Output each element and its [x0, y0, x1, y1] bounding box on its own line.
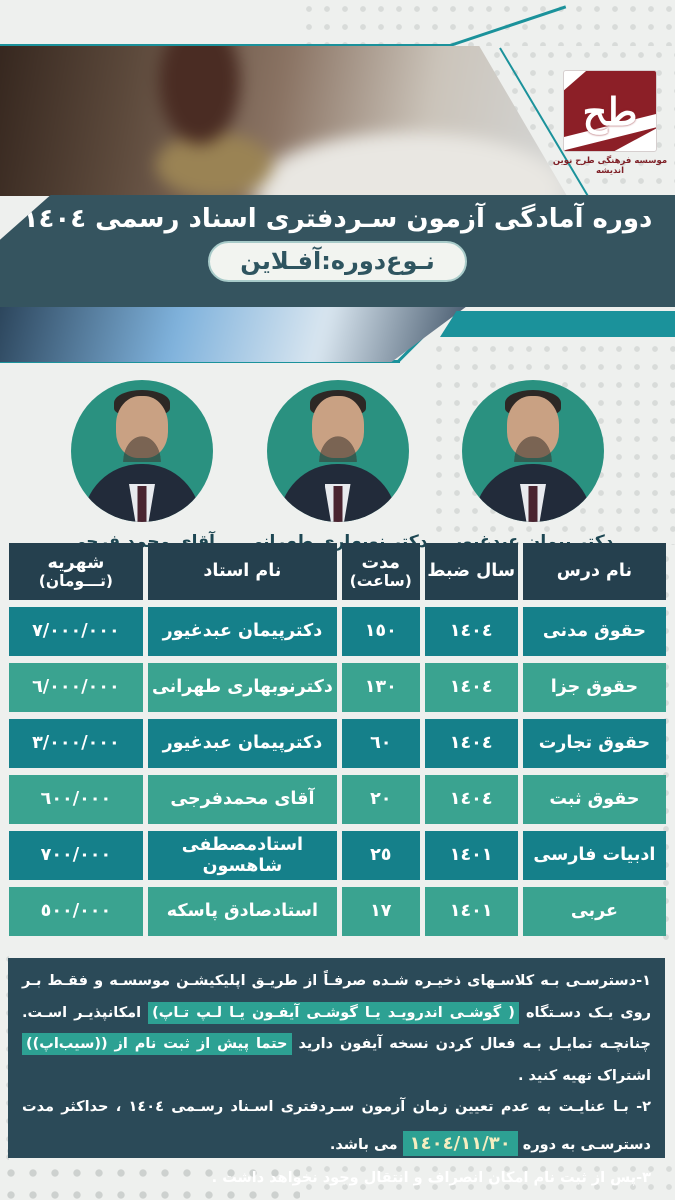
table-row: حقوق تجارت ١٤٠٤ ٦٠ دکترپیمان عبدغیور ٣/٠… — [9, 719, 666, 768]
cell-course-name: حقوق ثبت — [522, 775, 666, 824]
header-label: سال ضبط — [427, 561, 516, 582]
cell-record-year: ١٤٠٤ — [424, 607, 518, 656]
cell-tuition: ٦٠٠/٠٠٠ — [9, 775, 143, 824]
note-2-text: ٢- بـا عنایـت به عدم تعیین زمان آزمون سـ… — [22, 1099, 651, 1154]
table-row: ادبیات فارسی ١٤٠١ ٢٥ استادمصطفی شاهسون ٧… — [9, 831, 666, 880]
cell-record-year: ١٤٠٤ — [424, 775, 518, 824]
institute-logo: طح موسسه فرهنگی طرح نوین اندیشه — [552, 70, 668, 176]
cell-duration: ١٥٠ — [341, 607, 420, 656]
course-title: دوره آمادگی آزمون سـردفتری اسناد رسمی ١٤… — [22, 204, 653, 234]
logo-caption: موسسه فرهنگی طرح نوین اندیشه — [552, 156, 668, 176]
note-1-text: اشتراک تهیه کنید . — [517, 1067, 651, 1084]
cell-tuition: ٧/٠٠٠/٠٠٠ — [9, 607, 143, 656]
cell-tuition: ٣/٠٠٠/٠٠٠ — [9, 719, 143, 768]
header-label: نام درس — [556, 561, 633, 582]
header-sublabel: (تـــومان) — [38, 571, 114, 590]
cell-instructor: آقای محمدفرجی — [147, 775, 337, 824]
table-header-row: نام درس سال ضبط مدت (ساعت) نام استاد شهری… — [9, 543, 666, 600]
note-2-deadline-date: ١٤٠٤/١١/٣٠ — [402, 1131, 518, 1157]
cell-course-name: عربی — [522, 887, 666, 936]
cell-instructor: استادمصطفی شاهسون — [147, 831, 337, 880]
header-cell-duration: مدت (ساعت) — [341, 543, 420, 600]
header-label: نام استاد — [203, 561, 282, 582]
note-1-highlight-devices: ( گوشـی اندرویـد یـا گوشـی آیفـون یـا لـ… — [148, 1001, 519, 1024]
cell-record-year: ١٤٠٤ — [424, 719, 518, 768]
instructor-avatar — [71, 380, 213, 522]
person-silhouette-tie — [528, 486, 538, 522]
header-cell-course-name: نام درس — [522, 543, 666, 600]
note-1-text: امکانپذیـر اسـت. چنانچـه تمایـل بـه فعال… — [22, 1004, 651, 1053]
logo-mark-box: طح — [563, 70, 657, 152]
cell-tuition: ٧٠٠/٠٠٠ — [9, 831, 143, 880]
person-silhouette-tie — [333, 486, 342, 522]
note-1-text: ١-دسترسـی بـه کلاسـهای ذخیـره شـده صرفـا… — [22, 973, 651, 1021]
person-silhouette-beard — [315, 432, 360, 462]
note-2-text: می باشد. — [329, 1137, 403, 1154]
header-cell-tuition: شهریه (تـــومان) — [9, 543, 143, 600]
cell-course-name: حقوق جزا — [522, 663, 666, 712]
person-silhouette-beard — [511, 432, 555, 462]
cell-duration: ٦٠ — [341, 719, 420, 768]
person-silhouette-tie — [137, 486, 147, 522]
instructor-card: دکتر پیمان عبدغیور — [443, 380, 623, 552]
cell-course-name: ادبیات فارسی — [522, 831, 666, 880]
instructor-card: آقای محمد فرجی — [52, 380, 232, 552]
banner-photo-sliver — [0, 307, 466, 362]
header-cell-record-year: سال ضبط — [424, 543, 518, 600]
instructor-card: دکتر نوبهاری طهرانی — [246, 380, 428, 552]
cell-record-year: ١٤٠١ — [424, 887, 518, 936]
dots-texture-top — [300, 0, 675, 46]
cell-tuition: ٥٠٠/٠٠٠ — [9, 887, 143, 936]
note-1-highlight-sibapp: حتما پیش از ثبت نام از ((سیب‌اپ)) — [22, 1033, 292, 1056]
cell-duration: ١٧ — [341, 887, 420, 936]
accent-line-top-diagonal — [449, 5, 567, 47]
cell-tuition: ٦/٠٠٠/٠٠٠ — [9, 663, 143, 712]
cell-record-year: ١٤٠٤ — [424, 663, 518, 712]
header-cell-instructor: نام استاد — [147, 543, 337, 600]
title-banner: دوره آمادگی آزمون سـردفتری اسناد رسمی ١٤… — [0, 195, 675, 307]
accent-ribbon — [440, 311, 675, 337]
cell-course-name: حقوق تجارت — [522, 719, 666, 768]
cell-instructor: استادصادق پاسکه — [147, 887, 337, 936]
cell-instructor: دکترنوبهاری طهرانی — [147, 663, 337, 712]
note-3: ٣-پس از ثبت نام امکان انصراف و انتقال وج… — [211, 1170, 651, 1187]
course-type-pill: نـوع‌دوره:آفـلاین — [208, 241, 467, 283]
instructors-row: دکتر پیمان عبدغیور دکتر نوبهاری طهرانی — [0, 380, 675, 552]
cell-record-year: ١٤٠١ — [424, 831, 518, 880]
header-sublabel: (ساعت) — [349, 571, 412, 590]
person-silhouette-beard — [120, 432, 164, 462]
course-schedule-table: نام درس سال ضبط مدت (ساعت) نام استاد شهری… — [9, 543, 666, 936]
header-photo-stamp — [0, 46, 567, 196]
header-label: مدت — [361, 552, 401, 573]
instructor-avatar — [266, 380, 409, 522]
accent-line-top — [0, 44, 452, 47]
note-1: ١-دسترسـی بـه کلاسـهای ذخیـره شـده صرفـا… — [22, 966, 651, 1092]
logo-calligraphy-mark: طح — [582, 88, 638, 134]
header-photo-image — [0, 46, 567, 196]
cell-instructor: دکترپیمان عبدغیور — [147, 719, 337, 768]
note-2: ٢- بـا عنایـت به عدم تعیین زمان آزمون سـ… — [22, 1092, 651, 1163]
notes-panel: ١-دسترسـی بـه کلاسـهای ذخیـره شـده صرفـا… — [8, 958, 665, 1186]
table-row: عربی ١٤٠١ ١٧ استادصادق پاسکه ٥٠٠/٠٠٠ — [9, 887, 666, 936]
header-label: شهریه — [47, 552, 105, 573]
cell-duration: ٢٠ — [341, 775, 420, 824]
banner-photo-image — [0, 307, 466, 362]
table-row: حقوق جزا ١٤٠٤ ١٣٠ دکترنوبهاری طهرانی ٦/٠… — [9, 663, 666, 712]
cell-duration: ٢٥ — [341, 831, 420, 880]
table-row: حقوق مدنی ١٤٠٤ ١٥٠ دکترپیمان عبدغیور ٧/٠… — [9, 607, 666, 656]
table-row: حقوق ثبت ١٤٠٤ ٢٠ آقای محمدفرجی ٦٠٠/٠٠٠ — [9, 775, 666, 824]
cell-course-name: حقوق مدنی — [522, 607, 666, 656]
instructor-avatar — [462, 380, 604, 522]
cell-duration: ١٣٠ — [341, 663, 420, 712]
cell-instructor: دکترپیمان عبدغیور — [147, 607, 337, 656]
